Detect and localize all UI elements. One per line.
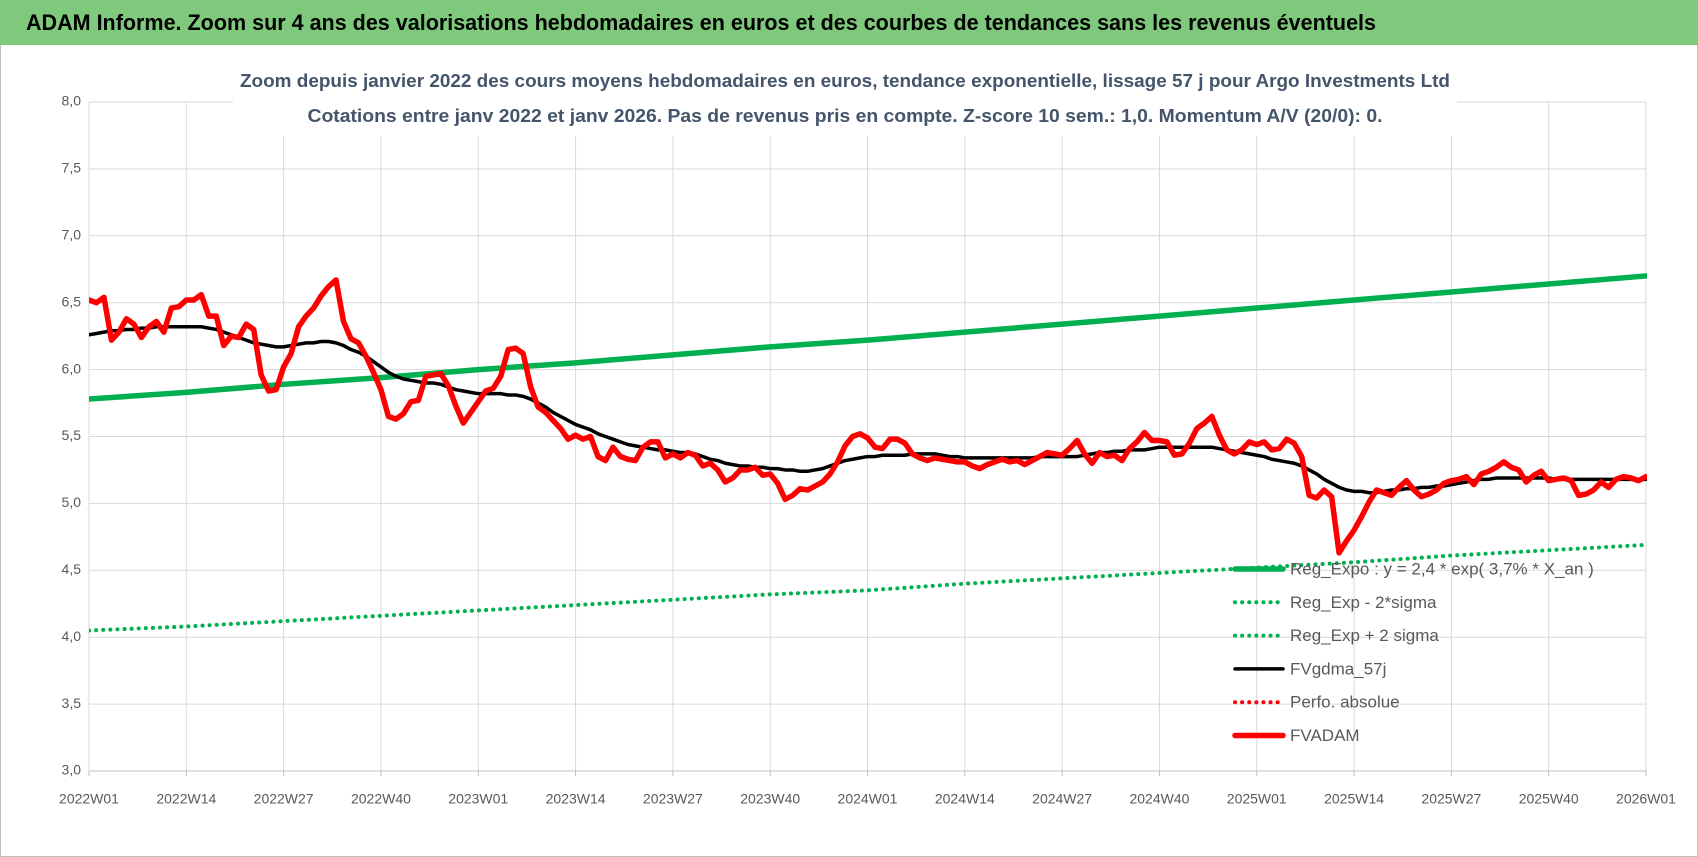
header-bar: [0, 0, 1698, 45]
y-tick-label: 4,5: [62, 561, 82, 577]
legend-label: Reg_Exp - 2*sigma: [1290, 593, 1437, 612]
x-tick-label: 2022W14: [156, 791, 216, 807]
x-tick-label: 2025W40: [1519, 791, 1579, 807]
series-line: [89, 542, 1647, 633]
legend-label: Perfo. absolue: [1290, 693, 1400, 712]
x-tick-label: 2022W01: [59, 791, 119, 807]
legend-label: Reg_Exp + 2 sigma: [1290, 626, 1439, 645]
x-tick-label: 2025W14: [1324, 791, 1384, 807]
y-tick-label: 5,5: [62, 427, 82, 443]
x-tick-label: 2023W27: [643, 791, 703, 807]
x-tick-label: 2025W01: [1227, 791, 1287, 807]
legend: Reg_Expo : y = 2,4 * exp( 3,7% * X_an ) R…: [1232, 559, 1594, 745]
y-tick-label: 3,0: [62, 762, 82, 778]
series-line: [89, 277, 1647, 556]
y-tick-label: 6,5: [62, 293, 82, 309]
y-tick-label: 5,0: [62, 494, 82, 510]
subtitle: Zoom depuis janvier 2022 des cours moyen…: [240, 70, 1450, 91]
legend-label: Reg_Expo : y = 2,4 * exp( 3,7% * X_an ): [1290, 559, 1594, 578]
y-tick-label: 8,0: [62, 93, 82, 109]
x-tick-label: 2022W40: [351, 791, 411, 807]
x-tick-label: 2024W27: [1032, 791, 1092, 807]
subtitle-box: [233, 64, 1457, 136]
y-tick-label: 4,0: [62, 628, 82, 644]
legend-label: FVgdma_57j: [1290, 659, 1386, 678]
x-tick-label: 2023W40: [740, 791, 800, 807]
plot-area: 3,0 3,5 4,0 4,5 5,0 5,5 6,0 6,5 7,0 7,5 8,0 2022W01…: [59, 93, 1676, 807]
x-tick-label: 2023W01: [448, 791, 508, 807]
y-tick-label: 6,0: [62, 360, 82, 376]
x-tick-label: 2025W27: [1421, 791, 1481, 807]
chart-title: ADAM Informe. Zoom sur 4 ans des valoris…: [26, 10, 1376, 35]
legend-label: FVADAM: [1290, 726, 1360, 745]
y-tick-label: 7,0: [62, 227, 82, 243]
subtitle: Cotations entre janv 2022 et janv 2026. …: [308, 105, 1383, 126]
x-tick-label: 2022W27: [254, 791, 314, 807]
x-tick-label: 2024W01: [838, 791, 898, 807]
y-tick-label: 3,5: [62, 695, 82, 711]
x-tick-label: 2024W40: [1129, 791, 1189, 807]
y-tick-label: 7,5: [62, 160, 82, 176]
series-line: [89, 273, 1647, 402]
x-tick-label: 2024W14: [935, 791, 995, 807]
x-tick-label: 2023W14: [546, 791, 606, 807]
x-tick-label: 2026W01: [1616, 791, 1676, 807]
